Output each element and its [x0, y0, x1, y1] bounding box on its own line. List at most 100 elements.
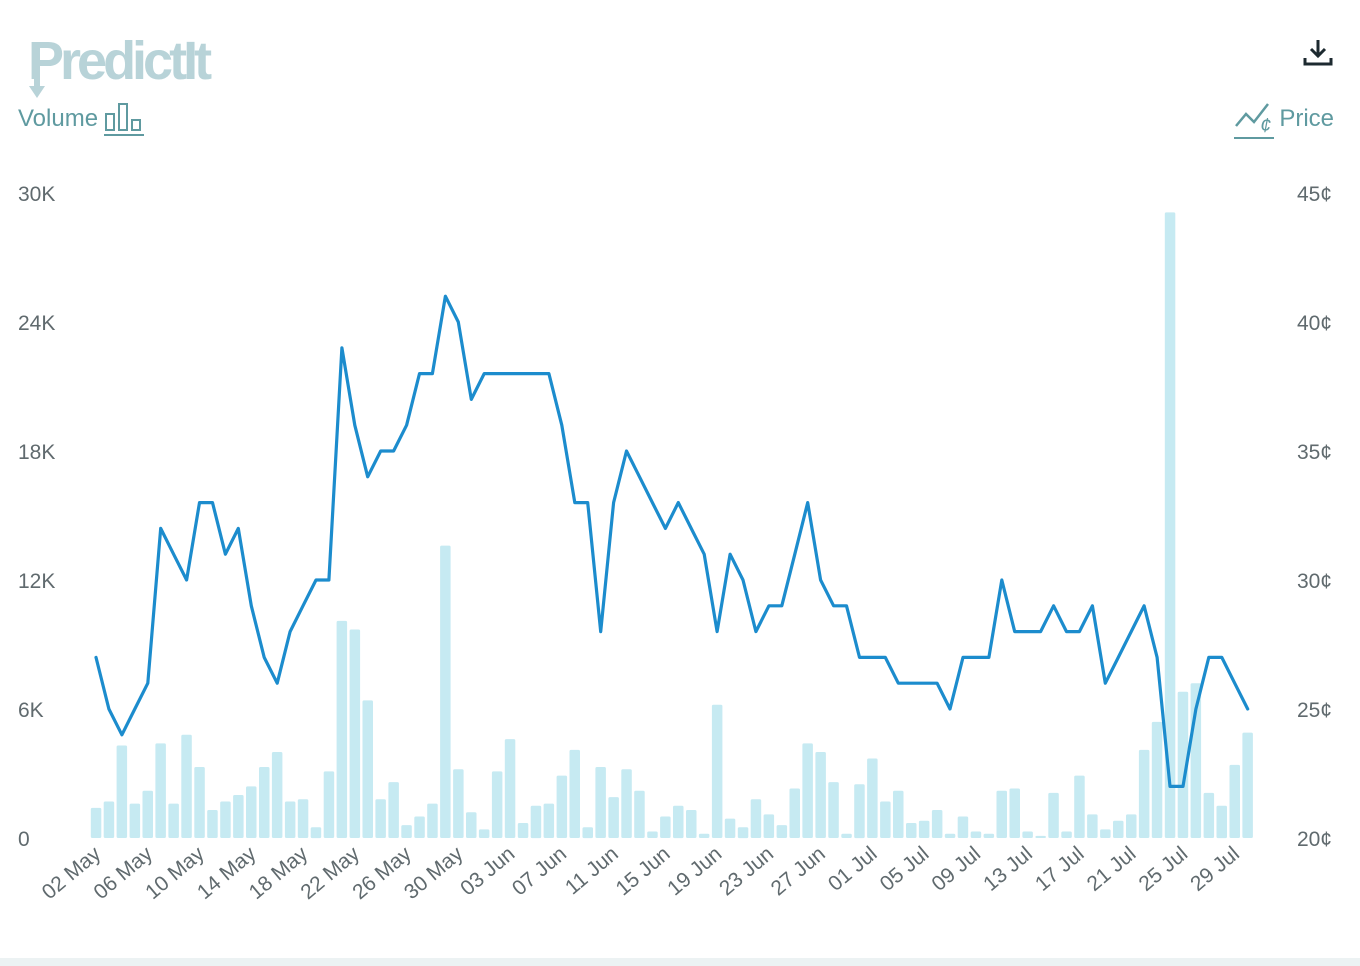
- volume-bar[interactable]: [634, 790, 645, 838]
- price-line[interactable]: [94, 294, 1250, 789]
- volume-bar[interactable]: [310, 827, 322, 839]
- volume-bar[interactable]: [556, 775, 568, 838]
- volume-bar[interactable]: [841, 833, 852, 838]
- volume-bar[interactable]: [1061, 831, 1072, 839]
- volume-bar[interactable]: [1216, 805, 1228, 839]
- volume-bar[interactable]: [220, 801, 231, 839]
- volume-bar[interactable]: [530, 805, 542, 839]
- volume-bar[interactable]: [1164, 212, 1176, 838]
- volume-bar[interactable]: [259, 767, 270, 838]
- predictit-logo[interactable]: PredictIt: [14, 18, 244, 98]
- right-axis-tick-label: 30¢: [1297, 570, 1332, 593]
- volume-bar[interactable]: [621, 769, 632, 838]
- volume-bar[interactable]: [1138, 749, 1150, 838]
- volume-bar[interactable]: [1035, 835, 1046, 838]
- volume-bar[interactable]: [194, 767, 205, 838]
- volume-bar[interactable]: [737, 827, 749, 839]
- volume-bar[interactable]: [854, 784, 865, 839]
- volume-bar[interactable]: [90, 807, 102, 838]
- volume-bar[interactable]: [1203, 792, 1215, 838]
- volume-bar[interactable]: [582, 827, 594, 839]
- volume-bar[interactable]: [168, 803, 179, 838]
- volume-bar[interactable]: [763, 814, 775, 838]
- volume-bar[interactable]: [414, 816, 425, 839]
- volume-bar[interactable]: [880, 801, 891, 839]
- volume-bar[interactable]: [246, 786, 257, 838]
- volume-bar[interactable]: [867, 758, 878, 839]
- x-axis-tick-label: 25 Jul: [1134, 842, 1192, 896]
- volume-bar[interactable]: [569, 749, 581, 838]
- volume-bar[interactable]: [789, 788, 801, 839]
- download-button[interactable]: [1302, 36, 1336, 70]
- volume-bar[interactable]: [750, 799, 762, 838]
- volume-bar[interactable]: [297, 799, 309, 838]
- volume-bar[interactable]: [466, 812, 477, 838]
- volume-bar[interactable]: [207, 810, 218, 838]
- volume-bar[interactable]: [711, 704, 723, 838]
- volume-bar[interactable]: [401, 825, 412, 838]
- line-chart-cent-icon[interactable]: ¢: [1234, 100, 1278, 142]
- volume-bar[interactable]: [996, 790, 1008, 838]
- volume-bar[interactable]: [608, 797, 619, 838]
- volume-bar[interactable]: [1151, 721, 1163, 838]
- volume-bar[interactable]: [1048, 792, 1059, 838]
- volume-bar[interactable]: [181, 734, 192, 838]
- volume-bar[interactable]: [660, 816, 671, 839]
- volume-bar[interactable]: [323, 771, 335, 838]
- volume-bar[interactable]: [336, 620, 348, 838]
- volume-bar[interactable]: [543, 803, 555, 838]
- x-axis-tick-label: 09 Jul: [927, 842, 985, 896]
- volume-bar[interactable]: [491, 771, 503, 838]
- volume-bar[interactable]: [116, 745, 128, 839]
- volume-bar[interactable]: [517, 823, 529, 838]
- volume-bar[interactable]: [142, 790, 154, 838]
- volume-bar[interactable]: [893, 790, 904, 838]
- volume-bar[interactable]: [983, 833, 995, 838]
- volume-bar[interactable]: [1022, 831, 1033, 839]
- volume-bar[interactable]: [944, 833, 956, 838]
- volume-bar[interactable]: [802, 743, 813, 838]
- volume-legend-label: Volume: [18, 105, 99, 132]
- logo-text: PredictIt: [28, 31, 212, 91]
- volume-bar[interactable]: [1113, 820, 1124, 838]
- volume-bar[interactable]: [815, 752, 826, 838]
- volume-bar[interactable]: [375, 799, 386, 838]
- volume-bar[interactable]: [918, 820, 930, 838]
- volume-bar[interactable]: [440, 545, 451, 838]
- volume-bar[interactable]: [1126, 814, 1137, 838]
- volume-bar[interactable]: [906, 823, 917, 838]
- volume-bar[interactable]: [1242, 732, 1253, 838]
- volume-bar[interactable]: [1087, 814, 1098, 838]
- volume-bar[interactable]: [504, 739, 516, 838]
- volume-bar[interactable]: [388, 782, 399, 838]
- volume-bar[interactable]: [1177, 691, 1189, 838]
- volume-bar[interactable]: [931, 810, 943, 838]
- volume-bar[interactable]: [970, 831, 982, 839]
- volume-bar[interactable]: [427, 803, 438, 838]
- x-axis-tick-label: 17 Jul: [1031, 842, 1089, 896]
- volume-bar[interactable]: [129, 803, 141, 838]
- volume-bar[interactable]: [686, 810, 697, 838]
- volume-bar[interactable]: [647, 831, 658, 839]
- volume-bar[interactable]: [828, 782, 839, 838]
- volume-bar[interactable]: [595, 767, 606, 838]
- bar-chart-icon[interactable]: [104, 100, 146, 140]
- volume-bar[interactable]: [957, 816, 969, 839]
- volume-bar[interactable]: [1229, 764, 1241, 838]
- volume-bar[interactable]: [362, 700, 374, 838]
- volume-bar[interactable]: [673, 805, 684, 839]
- volume-bar[interactable]: [698, 833, 710, 838]
- volume-bar[interactable]: [271, 752, 283, 838]
- volume-bar[interactable]: [155, 743, 166, 838]
- volume-bar[interactable]: [724, 818, 736, 838]
- volume-bar[interactable]: [453, 769, 464, 838]
- volume-bar[interactable]: [478, 829, 490, 838]
- volume-bar[interactable]: [1074, 775, 1085, 838]
- volume-bar[interactable]: [1100, 829, 1111, 838]
- volume-bar[interactable]: [349, 629, 361, 839]
- volume-bar[interactable]: [103, 801, 115, 839]
- volume-bar[interactable]: [776, 825, 788, 838]
- volume-bar[interactable]: [284, 801, 296, 839]
- volume-bar[interactable]: [233, 795, 244, 838]
- volume-bar[interactable]: [1009, 788, 1021, 839]
